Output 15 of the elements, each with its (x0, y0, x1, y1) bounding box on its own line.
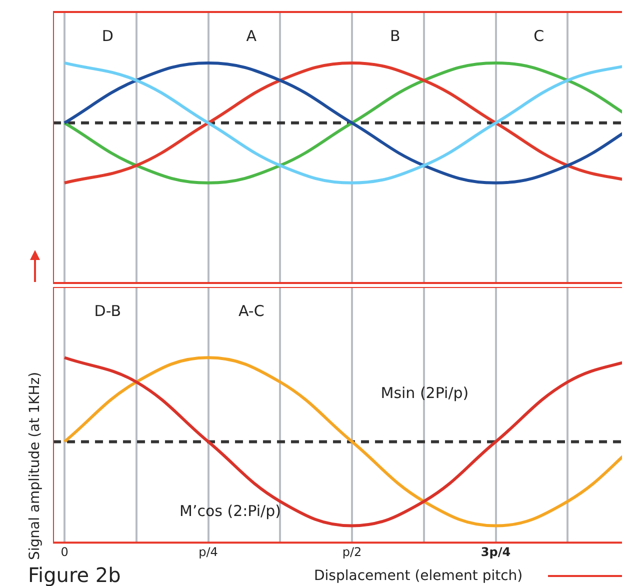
series-label: A (246, 26, 258, 45)
series-label: C (534, 26, 544, 45)
text: D-B (94, 302, 121, 320)
y-axis-title: Signal amplitude (at 1KHz) (27, 372, 43, 560)
text: A-C (238, 302, 264, 320)
annotation: Msin (2Pi/p) (380, 384, 469, 402)
x-tick-label: p/4 (198, 544, 218, 559)
annotation: M’cos (2:Pi/p) (180, 502, 281, 520)
text: Figure 2b (28, 563, 121, 586)
series-label: B (390, 26, 400, 45)
x-tick-label: 3p/4 (480, 544, 511, 559)
x-tick-label: p/2 (342, 544, 362, 559)
series-label: D (102, 26, 114, 45)
x-axis-title: Displacement (element pitch) (314, 568, 523, 584)
x-tick-label: 0 (60, 544, 68, 559)
